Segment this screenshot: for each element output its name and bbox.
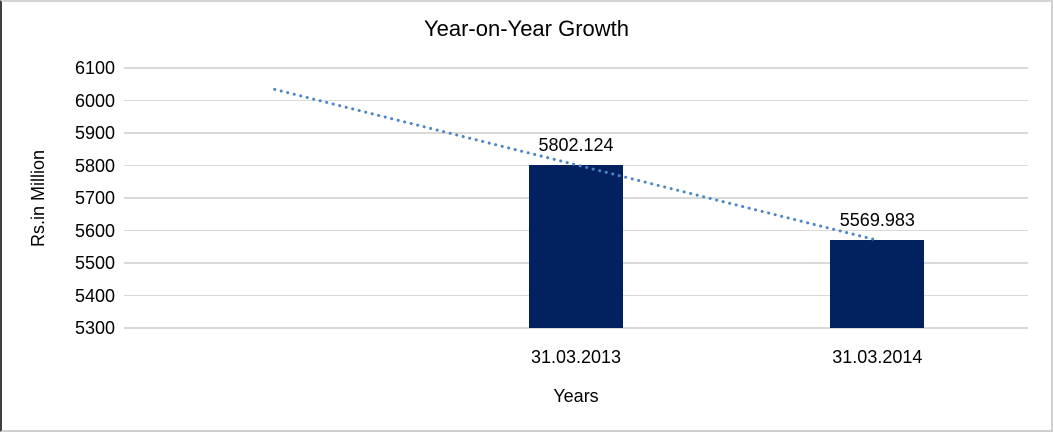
gridline bbox=[124, 99, 1028, 102]
gridline bbox=[124, 67, 1028, 69]
bar bbox=[529, 164, 623, 328]
y-tick-label: 5300 bbox=[74, 318, 115, 338]
y-tick-label: 5700 bbox=[74, 188, 115, 208]
y-tick-label: 5800 bbox=[74, 155, 115, 176]
gridline bbox=[124, 327, 1028, 329]
chart-title: Year-on-Year Growth bbox=[423, 16, 630, 41]
bar-data-label: 5802.124 bbox=[538, 134, 614, 155]
y-tick-label: 5400 bbox=[74, 285, 115, 306]
y-tick-label: 6100 bbox=[74, 58, 115, 78]
gridline bbox=[124, 132, 1028, 134]
y-tick-label: 5500 bbox=[74, 253, 115, 273]
bar-data-label: 5569.983 bbox=[839, 210, 915, 231]
bar bbox=[830, 240, 925, 328]
y-tick-label: 6000 bbox=[74, 90, 115, 111]
x-category-label: 31.03.2014 bbox=[832, 347, 923, 367]
x-axis-title: Years bbox=[553, 386, 599, 406]
y-tick-label: 5900 bbox=[74, 123, 115, 143]
x-category-label: 31.03.2013 bbox=[530, 347, 622, 367]
y-tick-label: 5600 bbox=[74, 220, 115, 241]
